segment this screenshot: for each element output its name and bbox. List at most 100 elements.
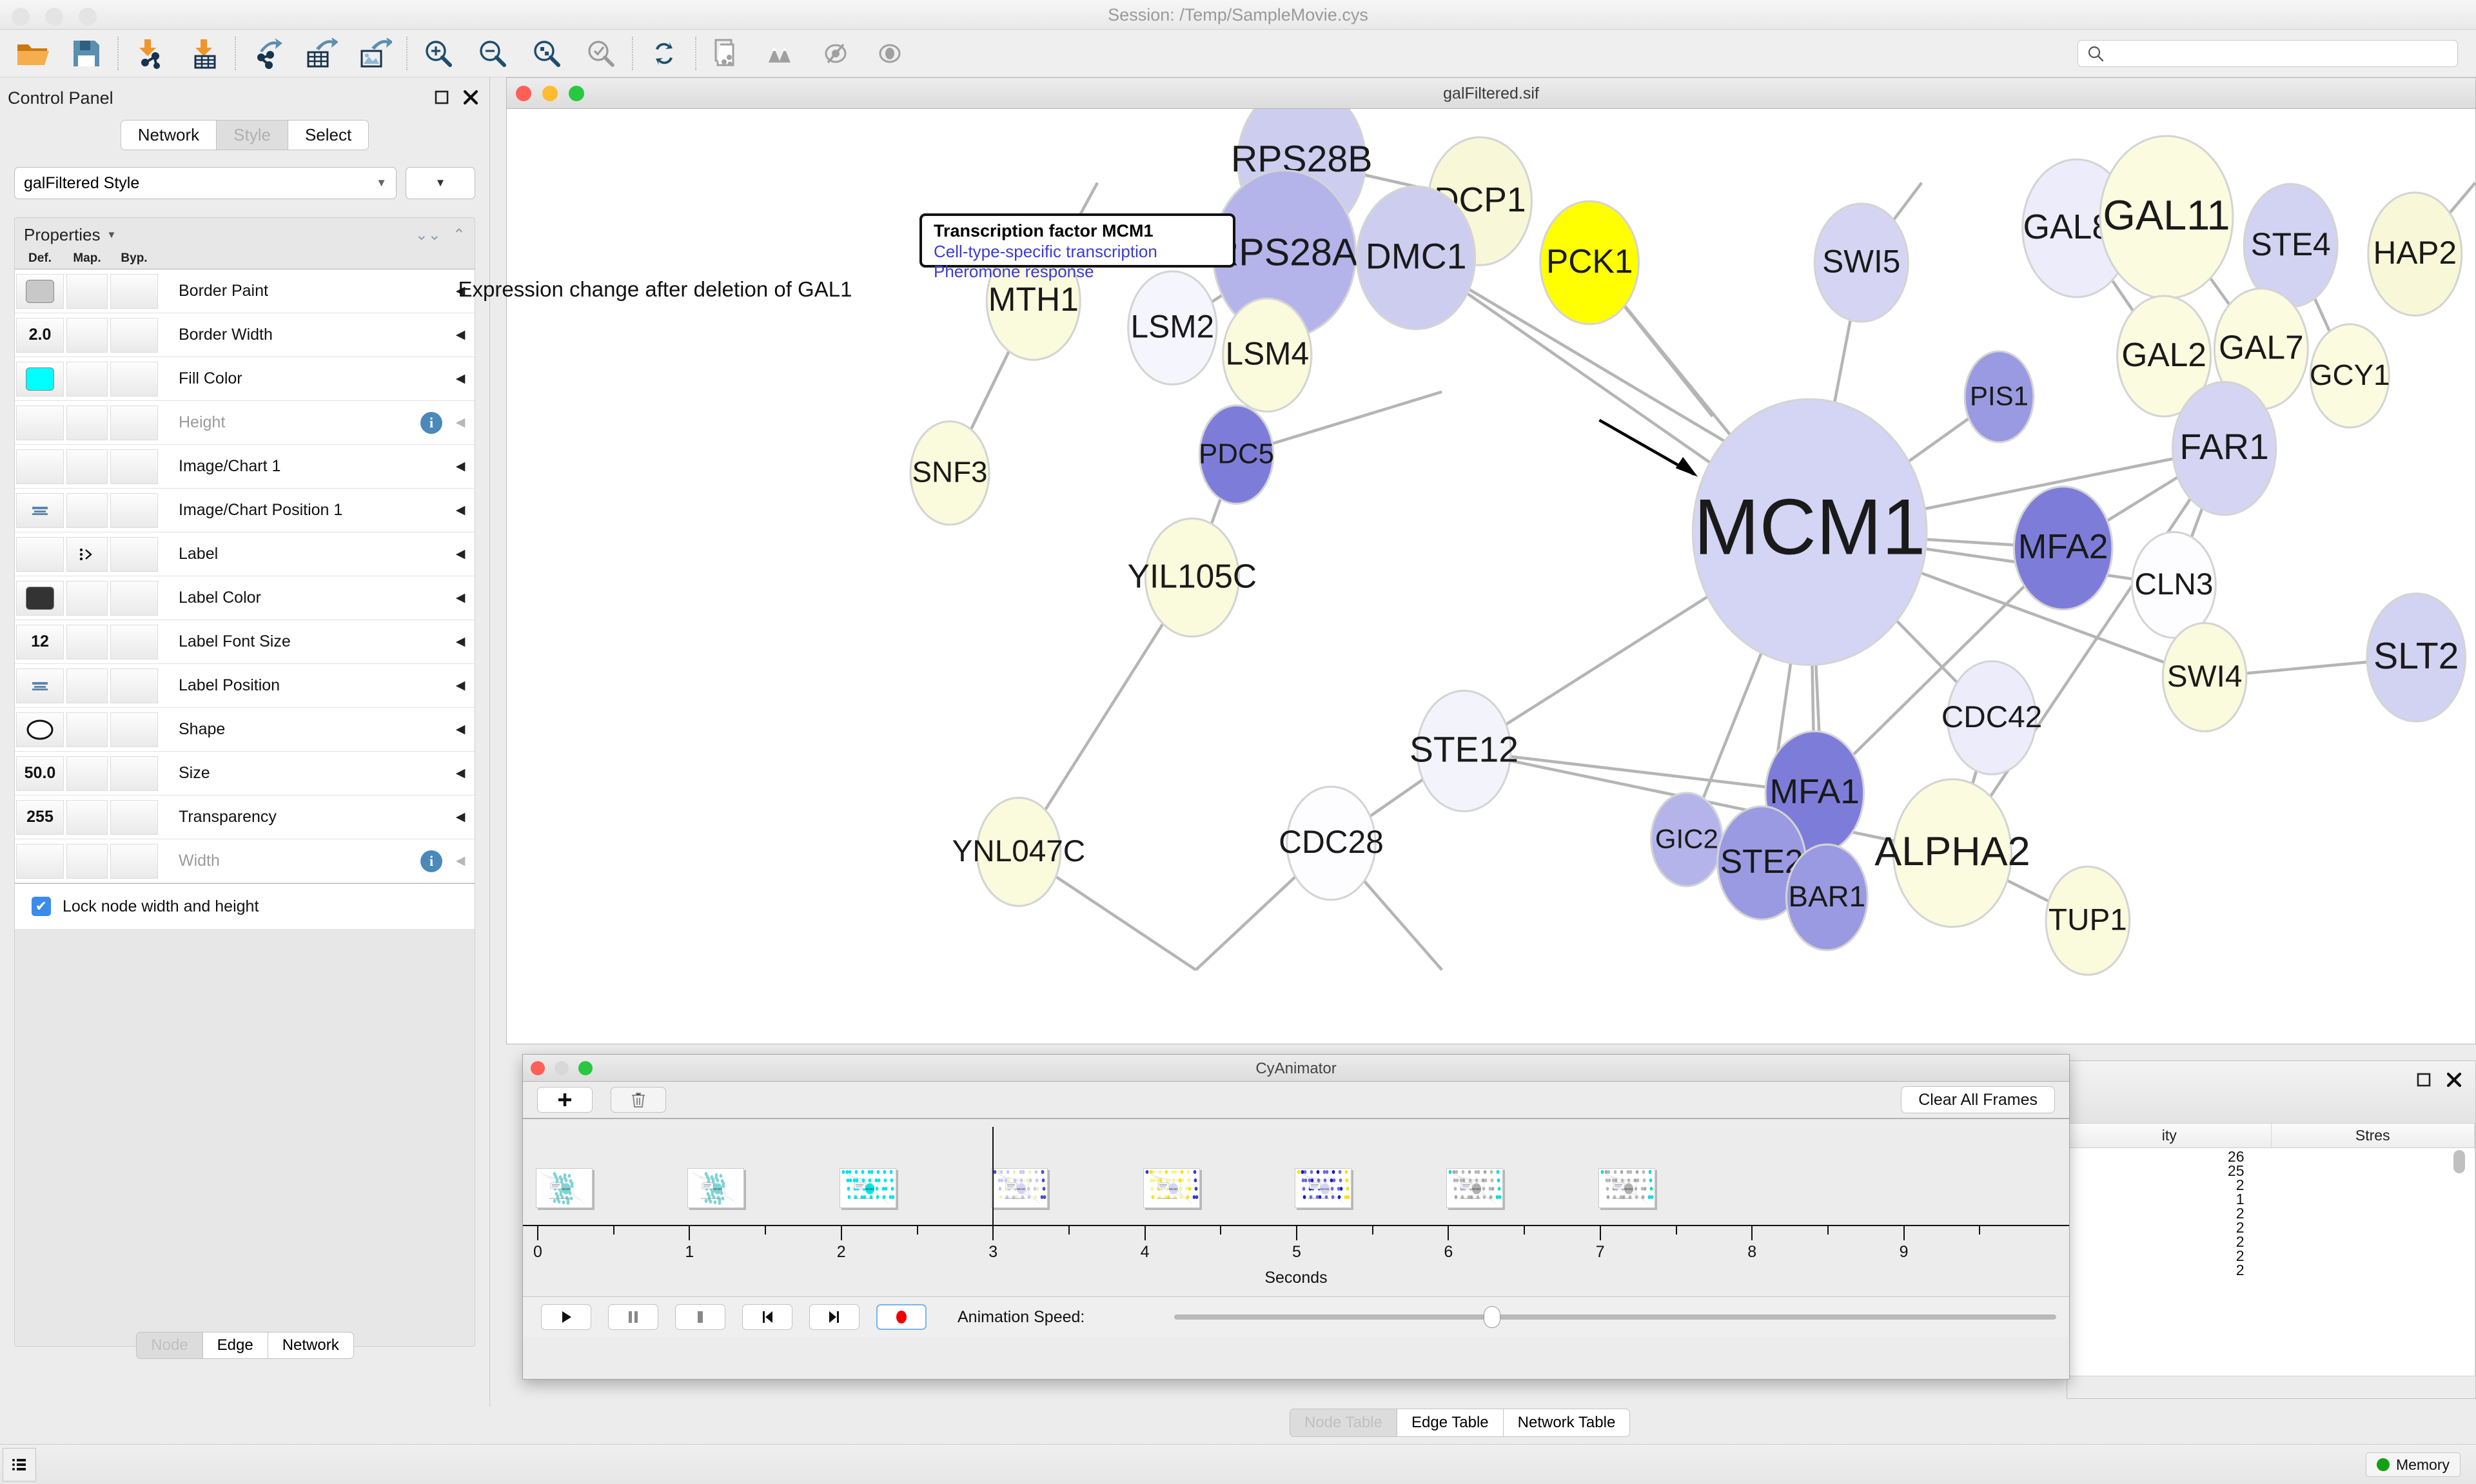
zoom-in-icon[interactable]: [411, 30, 466, 77]
previous-frame-button[interactable]: [742, 1304, 792, 1330]
info-icon[interactable]: i: [420, 850, 442, 872]
property-row[interactable]: Label Color ◀: [15, 576, 475, 620]
property-row[interactable]: Image/Chart Position 1 ◀: [15, 489, 475, 532]
property-bypass-cell[interactable]: [110, 493, 158, 528]
network-node[interactable]: BAR1: [1785, 843, 1869, 952]
network-node[interactable]: LSM4: [1222, 297, 1313, 413]
layout-icon[interactable]: [754, 30, 809, 77]
property-bypass-cell[interactable]: [110, 405, 158, 440]
property-expand-arrow[interactable]: ◀: [455, 679, 466, 692]
property-bypass-cell[interactable]: [110, 799, 158, 835]
property-row[interactable]: 255 Transparency ◀: [15, 796, 475, 839]
column-header-stress[interactable]: Stres: [2272, 1124, 2475, 1147]
search-input[interactable]: [2078, 40, 2458, 67]
property-mapping-cell[interactable]: [66, 668, 108, 703]
property-mapping-cell[interactable]: [66, 449, 108, 484]
cyanimator-minimize-button[interactable]: [555, 1061, 569, 1075]
window-close-button[interactable]: [12, 8, 30, 26]
float-panel-icon[interactable]: [434, 90, 449, 105]
property-expand-arrow[interactable]: ◀: [455, 328, 466, 342]
property-expand-arrow[interactable]: ◀: [455, 766, 466, 780]
timeline-frame[interactable]: MCM1: [687, 1168, 745, 1208]
tab-network-table[interactable]: Network Table: [1502, 1409, 1631, 1437]
property-expand-arrow[interactable]: ◀: [455, 635, 466, 649]
property-mapping-cell[interactable]: [66, 712, 108, 747]
export-table-icon[interactable]: [294, 30, 348, 77]
property-default-cell[interactable]: [16, 449, 64, 484]
table-row[interactable]: 2: [2068, 1247, 2475, 1264]
property-default-cell[interactable]: [16, 580, 64, 616]
tab-style[interactable]: Style: [216, 120, 288, 150]
close-icon[interactable]: [2446, 1071, 2462, 1088]
table-row[interactable]: 2: [2068, 1176, 2475, 1193]
zoom-out-icon[interactable]: [466, 30, 520, 77]
property-mapping-cell[interactable]: [66, 536, 108, 572]
network-edge[interactable]: [1813, 547, 2065, 794]
property-default-cell[interactable]: 2.0: [16, 317, 64, 353]
network-node[interactable]: GAL11: [2099, 135, 2234, 300]
network-node[interactable]: GIC2: [1650, 792, 1724, 888]
network-node[interactable]: DMC1: [1356, 185, 1477, 331]
property-mapping-cell[interactable]: [66, 624, 108, 659]
lock-node-size-row[interactable]: ✔ Lock node width and height: [15, 884, 475, 929]
property-bypass-cell[interactable]: [110, 580, 158, 616]
table-row[interactable]: 2: [2068, 1205, 2475, 1222]
network-node[interactable]: STE4: [2243, 182, 2339, 308]
property-mapping-cell[interactable]: [66, 493, 108, 528]
property-default-cell[interactable]: [16, 536, 64, 572]
color-swatch[interactable]: [26, 279, 54, 303]
network-minimize-button[interactable]: [542, 86, 558, 101]
animation-speed-slider[interactable]: [1174, 1306, 2056, 1328]
style-options-button[interactable]: ▼: [406, 167, 475, 199]
property-mapping-cell[interactable]: [66, 405, 108, 440]
network-node[interactable]: SWI4: [2161, 621, 2248, 732]
clear-all-frames-button[interactable]: Clear All Frames: [1901, 1086, 2055, 1113]
property-bypass-cell[interactable]: [110, 536, 158, 572]
network-node[interactable]: GAL7: [2213, 288, 2309, 411]
table-row[interactable]: 1: [2068, 1191, 2475, 1207]
property-row[interactable]: Border Paint ◀: [15, 269, 475, 313]
export-image-icon[interactable]: [348, 30, 402, 77]
info-icon[interactable]: i: [420, 411, 442, 434]
hide-selected-icon[interactable]: [809, 30, 863, 77]
network-node[interactable]: MCM1: [1691, 398, 1928, 666]
network-node[interactable]: SNF3: [909, 420, 990, 526]
property-mapping-cell[interactable]: [66, 580, 108, 616]
property-default-cell[interactable]: [16, 273, 64, 309]
timeline-frame[interactable]: MCM1: [1295, 1168, 1351, 1208]
property-expand-arrow[interactable]: ◀: [455, 591, 466, 605]
lock-checkbox[interactable]: ✔: [32, 897, 51, 916]
cyanimator-close-button[interactable]: [531, 1061, 545, 1075]
collapse-all-icon[interactable]: ⌃: [452, 226, 466, 244]
property-default-cell[interactable]: [16, 843, 64, 879]
play-button[interactable]: [541, 1304, 591, 1330]
network-node[interactable]: PCK1: [1539, 200, 1640, 326]
network-node[interactable]: MFA2: [2012, 485, 2114, 611]
property-expand-arrow[interactable]: ◀: [455, 416, 466, 429]
property-expand-arrow[interactable]: ◀: [455, 547, 466, 561]
color-swatch[interactable]: [26, 586, 54, 610]
network-node[interactable]: GCY1: [2309, 323, 2390, 429]
network-node[interactable]: SLT2: [2366, 592, 2467, 723]
import-network-icon[interactable]: [123, 30, 177, 77]
tab-network[interactable]: Network: [120, 120, 217, 150]
new-network-icon[interactable]: [700, 30, 754, 77]
property-row[interactable]: 2.0 Border Width ◀: [15, 313, 475, 357]
network-maximize-button[interactable]: [569, 86, 584, 101]
next-frame-button[interactable]: [809, 1304, 860, 1330]
save-icon[interactable]: [59, 30, 113, 77]
cyanimator-timeline[interactable]: MCM1 MCM1 MCM1 MCM1 MCM1 MCM1 MCM1 MCM1 0 1 2 3 4 5 6…: [523, 1119, 2069, 1297]
network-node[interactable]: SWI5: [1813, 202, 1909, 323]
record-button[interactable]: [876, 1304, 927, 1330]
timeline-frame[interactable]: MCM1: [1446, 1168, 1504, 1208]
delete-frame-button[interactable]: [611, 1087, 666, 1113]
property-bypass-cell[interactable]: [110, 361, 158, 396]
property-mapping-cell[interactable]: [66, 273, 108, 309]
animation-speed-knob[interactable]: [1484, 1306, 1500, 1328]
window-minimize-button[interactable]: [45, 8, 63, 26]
network-node[interactable]: GAL2: [2116, 295, 2212, 418]
property-bypass-cell[interactable]: [110, 712, 158, 747]
property-bypass-cell[interactable]: [110, 756, 158, 791]
property-default-cell[interactable]: [16, 712, 64, 747]
float-panel-icon[interactable]: [2416, 1072, 2432, 1088]
